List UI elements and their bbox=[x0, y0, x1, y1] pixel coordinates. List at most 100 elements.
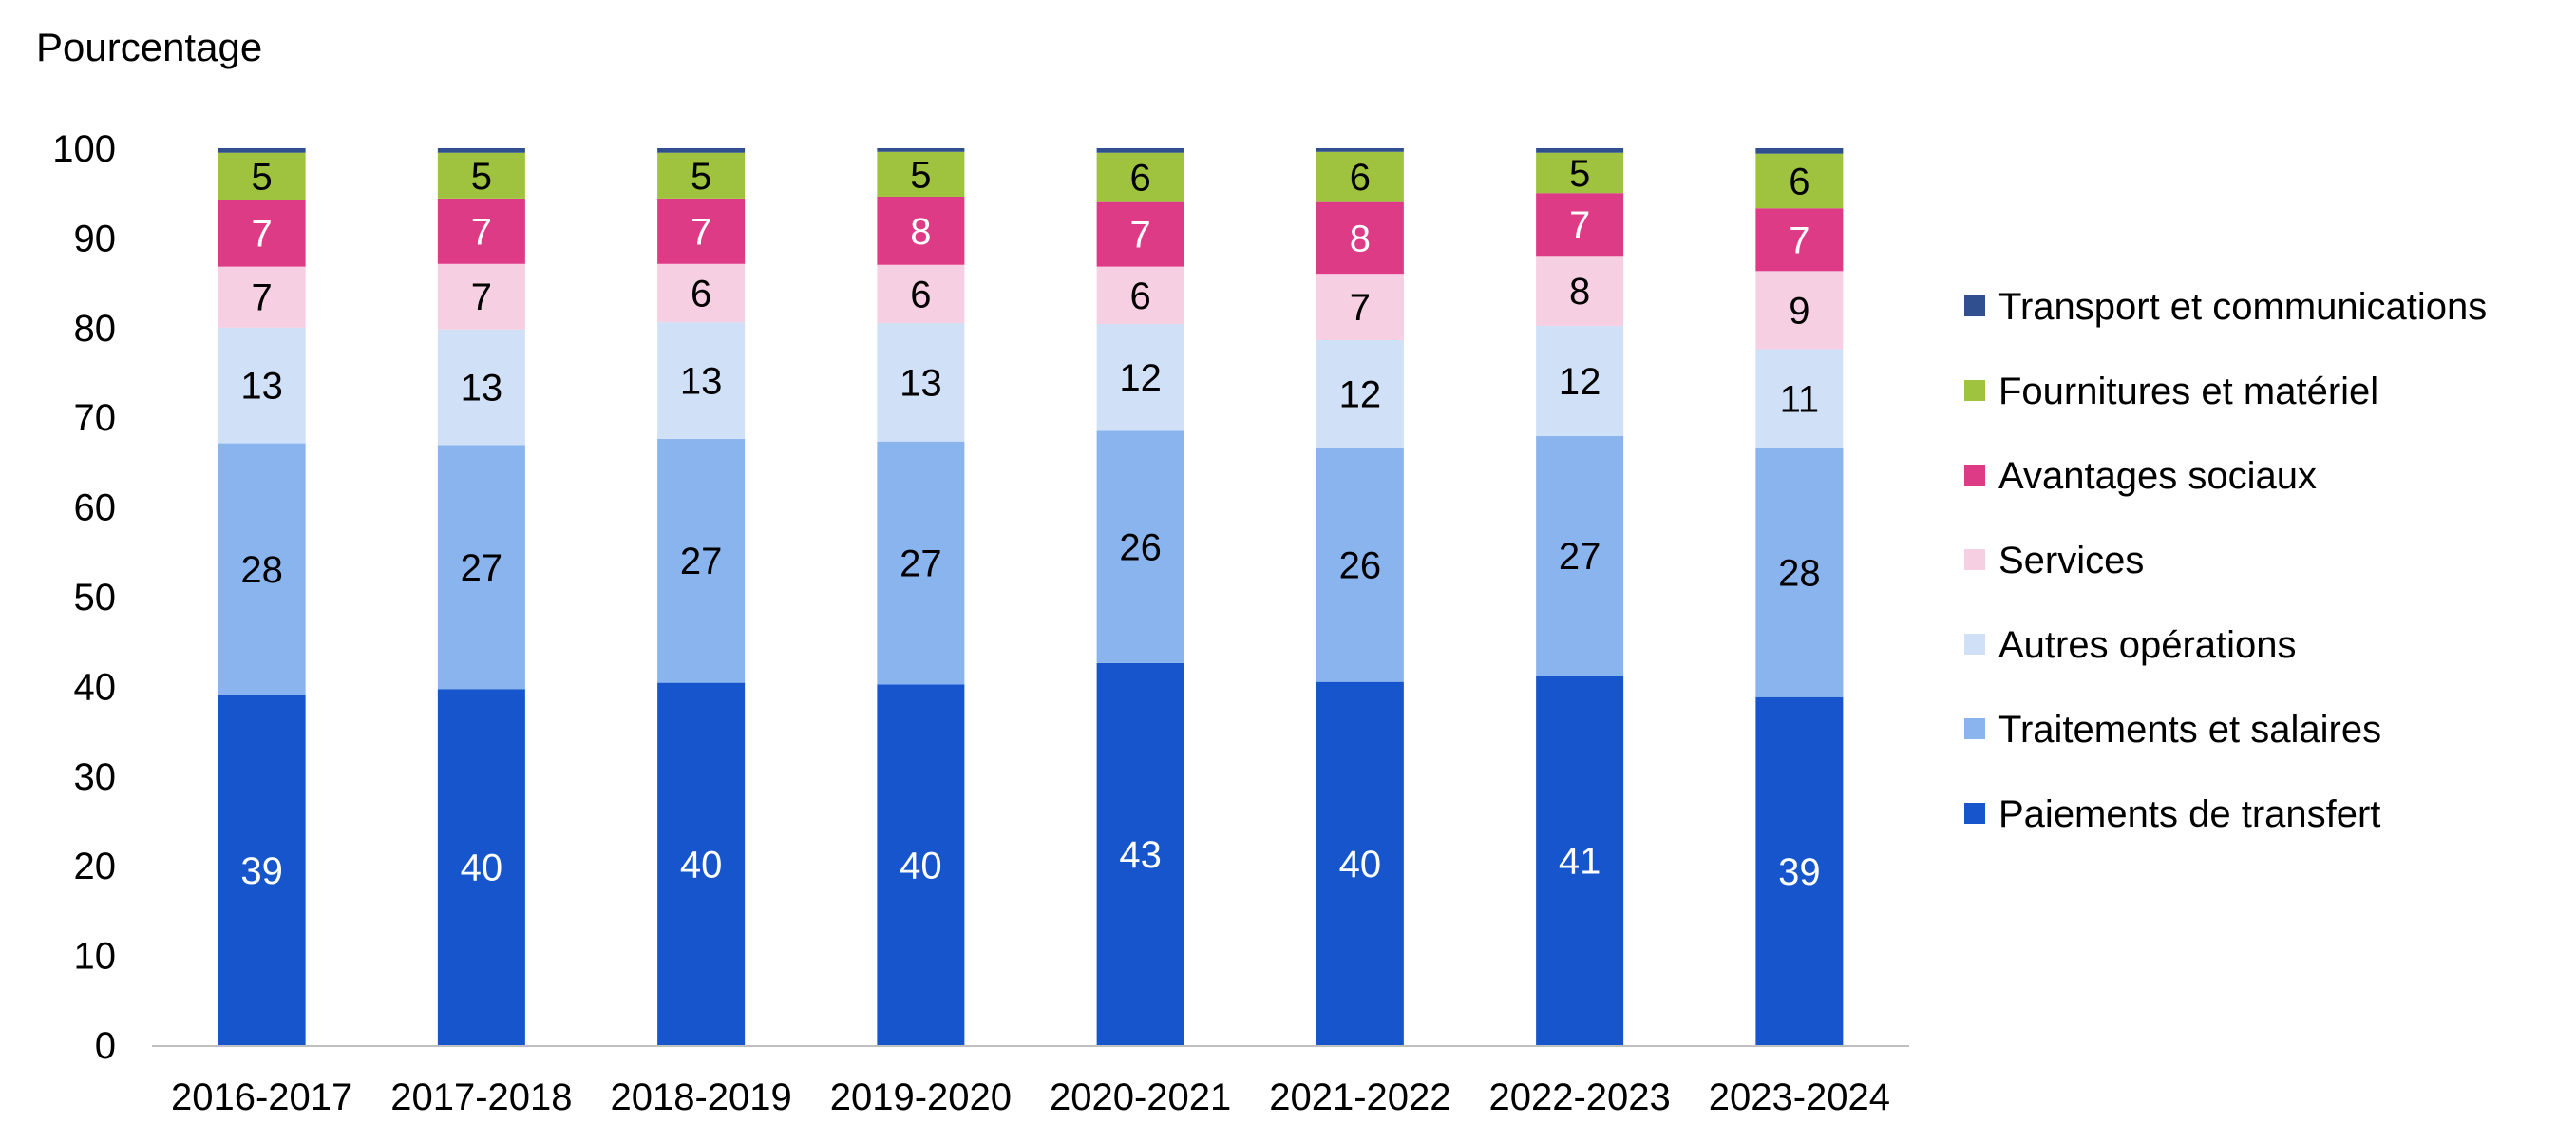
data-label: 11 bbox=[1780, 378, 1820, 420]
data-label: 39 bbox=[1778, 851, 1821, 893]
bar-segment bbox=[1096, 266, 1184, 325]
y-axis-title: Pourcentage bbox=[36, 25, 262, 69]
bar-stack: 43 26 12 6 7 6 bbox=[1096, 148, 1184, 1045]
legend-item: Avantages sociaux bbox=[1964, 455, 2317, 497]
bar-segment bbox=[437, 263, 525, 330]
data-label: 7 bbox=[252, 214, 273, 256]
legend-item: Services bbox=[1964, 540, 2144, 581]
bar-segment bbox=[657, 152, 746, 199]
legend-label: Paiements de transfert bbox=[1998, 793, 2380, 835]
bar-segment bbox=[1316, 681, 1404, 1045]
x-tick-label: 2022-2023 bbox=[1488, 1076, 1670, 1118]
data-label: 6 bbox=[910, 274, 931, 315]
data-label: 6 bbox=[1789, 161, 1809, 202]
bar-segment bbox=[218, 327, 306, 444]
legend-item: Fournitures et matériel bbox=[1964, 371, 2378, 412]
data-label: 39 bbox=[240, 850, 283, 892]
data-label: 13 bbox=[680, 360, 723, 402]
y-tick-label: 50 bbox=[74, 577, 117, 619]
data-label: 8 bbox=[910, 211, 931, 253]
bar-segment bbox=[437, 445, 525, 690]
bars-group: 39 28 13 7 7 5 40 27 13 7 7 5 40 27 13 6 7 5 40 27 13 6 8 5 43 26… bbox=[218, 148, 1844, 1045]
data-label: 27 bbox=[900, 543, 942, 585]
y-tick-label: 60 bbox=[74, 487, 117, 529]
bar-segment bbox=[1755, 148, 1844, 154]
bar-segment bbox=[877, 151, 965, 197]
data-label: 40 bbox=[900, 845, 942, 886]
data-label: 7 bbox=[1789, 219, 1809, 261]
data-label: 8 bbox=[1350, 218, 1371, 259]
legend-label: Services bbox=[1998, 540, 2144, 581]
data-label: 41 bbox=[1559, 841, 1601, 883]
data-label: 7 bbox=[691, 211, 711, 253]
data-label: 12 bbox=[1339, 374, 1382, 416]
bar-segment bbox=[1316, 151, 1404, 202]
legend-label: Avantages sociaux bbox=[1998, 455, 2317, 497]
legend: Transport et communications Fournitures e… bbox=[1964, 286, 2487, 835]
bar-segment bbox=[437, 148, 525, 153]
legend-swatch bbox=[1964, 718, 1985, 739]
bar-segment bbox=[1536, 193, 1624, 257]
data-label: 6 bbox=[691, 273, 711, 314]
bar-segment bbox=[1096, 430, 1184, 663]
legend-swatch bbox=[1964, 803, 1985, 824]
bar-segment bbox=[218, 266, 306, 328]
y-tick-label: 30 bbox=[74, 756, 117, 798]
x-tick-label: 2023-2024 bbox=[1709, 1076, 1890, 1118]
data-label: 7 bbox=[1130, 215, 1151, 257]
bar-segment bbox=[1536, 325, 1624, 437]
data-label: 13 bbox=[900, 362, 942, 404]
data-label: 8 bbox=[1569, 271, 1590, 313]
bar-segment bbox=[218, 695, 306, 1045]
bar-segment bbox=[877, 148, 965, 152]
legend-label: Fournitures et matériel bbox=[1998, 371, 2378, 412]
bar-segment bbox=[1096, 662, 1184, 1045]
bar-segment bbox=[1755, 349, 1844, 448]
data-label: 26 bbox=[1339, 544, 1382, 586]
bar-segment bbox=[877, 264, 965, 324]
data-label: 9 bbox=[1789, 290, 1809, 332]
bar-segment bbox=[1755, 271, 1844, 350]
data-label: 28 bbox=[240, 549, 283, 591]
bar-segment bbox=[657, 198, 746, 264]
data-label: 5 bbox=[910, 154, 931, 196]
data-label: 7 bbox=[252, 277, 273, 319]
bar-segment bbox=[1096, 152, 1184, 202]
x-tick-label: 2016-2017 bbox=[171, 1076, 352, 1118]
y-tick-label: 70 bbox=[74, 397, 117, 439]
data-label: 6 bbox=[1130, 276, 1151, 317]
x-tick-label: 2019-2020 bbox=[830, 1076, 1012, 1118]
bar-segment bbox=[437, 152, 525, 199]
bar-stack: 39 28 11 9 7 6 bbox=[1755, 148, 1844, 1045]
bar-segment bbox=[1755, 696, 1844, 1045]
data-label: 5 bbox=[1569, 153, 1590, 195]
data-label: 28 bbox=[1778, 553, 1821, 595]
legend-label: Autres opérations bbox=[1998, 624, 2297, 666]
x-axis-ticks: 2016-2017 2017-2018 2018-2019 2019-2020 2020… bbox=[171, 1076, 1890, 1118]
data-label: 5 bbox=[252, 157, 273, 199]
y-tick-label: 20 bbox=[74, 846, 117, 887]
bar-segment bbox=[1096, 201, 1184, 267]
data-label: 7 bbox=[1569, 204, 1590, 246]
bar-segment bbox=[218, 152, 306, 200]
x-tick-label: 2020-2021 bbox=[1050, 1076, 1231, 1118]
bar-segment bbox=[1536, 152, 1624, 194]
x-tick-label: 2017-2018 bbox=[390, 1076, 572, 1118]
data-label: 43 bbox=[1119, 834, 1162, 876]
data-label: 40 bbox=[461, 848, 503, 889]
x-tick-label: 2018-2019 bbox=[610, 1076, 791, 1118]
bar-segment bbox=[657, 682, 746, 1045]
data-label: 7 bbox=[471, 276, 492, 318]
data-label: 26 bbox=[1119, 527, 1162, 569]
legend-swatch bbox=[1964, 634, 1985, 655]
bar-segment bbox=[437, 689, 525, 1045]
y-axis-ticks: 0 10 20 30 40 50 60 70 80 90 100 bbox=[52, 128, 116, 1067]
data-label: 27 bbox=[461, 547, 503, 589]
data-label: 12 bbox=[1119, 357, 1162, 399]
y-tick-label: 100 bbox=[52, 128, 116, 170]
data-label: 13 bbox=[461, 368, 503, 410]
data-label: 6 bbox=[1130, 158, 1151, 200]
bar-segment bbox=[1316, 448, 1404, 682]
legend-item: Transport et communications bbox=[1964, 286, 2487, 328]
